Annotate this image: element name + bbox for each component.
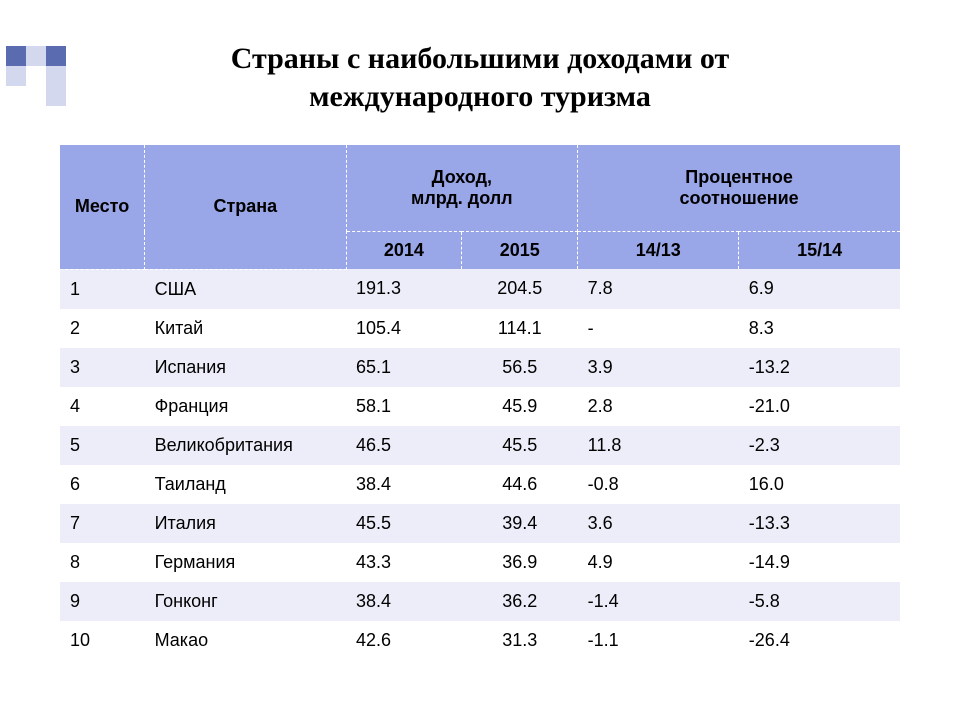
cell-r1: -1.1 (578, 621, 739, 660)
deco-square (46, 86, 66, 106)
cell-r2: -13.2 (739, 348, 900, 387)
cell-y2: 45.9 (462, 387, 578, 426)
deco-square (46, 46, 66, 66)
table-row: 7Италия45.539.43.6-13.3 (60, 504, 900, 543)
th-income: Доход,млрд. долл (346, 145, 578, 232)
cell-r1: 2.8 (578, 387, 739, 426)
cell-rank: 8 (60, 543, 145, 582)
cell-r2: -21.0 (739, 387, 900, 426)
deco-square (6, 66, 26, 86)
th-15-14: 15/14 (739, 232, 900, 270)
th-14-13: 14/13 (578, 232, 739, 270)
cell-r2: -26.4 (739, 621, 900, 660)
cell-y1: 42.6 (346, 621, 462, 660)
cell-r1: 3.6 (578, 504, 739, 543)
cell-r2: -13.3 (739, 504, 900, 543)
table-row: 5Великобритания46.545.511.8-2.3 (60, 426, 900, 465)
cell-country: Германия (145, 543, 346, 582)
cell-rank: 5 (60, 426, 145, 465)
cell-y1: 191.3 (346, 269, 462, 309)
th-rank: Место (60, 145, 145, 269)
cell-rank: 4 (60, 387, 145, 426)
th-ratio: Процентноесоотношение (578, 145, 900, 232)
deco-square (26, 66, 46, 86)
cell-rank: 6 (60, 465, 145, 504)
cell-r1: -0.8 (578, 465, 739, 504)
cell-country: Гонконг (145, 582, 346, 621)
cell-y2: 36.9 (462, 543, 578, 582)
cell-y2: 44.6 (462, 465, 578, 504)
table-row: 9Гонконг38.436.2-1.4-5.8 (60, 582, 900, 621)
cell-y1: 38.4 (346, 582, 462, 621)
cell-rank: 7 (60, 504, 145, 543)
cell-y1: 38.4 (346, 465, 462, 504)
table-header: Место Страна Доход,млрд. долл Процентное… (60, 145, 900, 269)
table-row: 2Китай105.4114.1-8.3 (60, 309, 900, 348)
corner-decoration (6, 46, 146, 102)
cell-rank: 2 (60, 309, 145, 348)
title-line-2: международного туризма (309, 80, 651, 113)
cell-r1: -1.4 (578, 582, 739, 621)
cell-r2: 8.3 (739, 309, 900, 348)
cell-r1: 3.9 (578, 348, 739, 387)
cell-country: Италия (145, 504, 346, 543)
cell-rank: 1 (60, 269, 145, 309)
cell-y2: 31.3 (462, 621, 578, 660)
cell-r1: - (578, 309, 739, 348)
deco-square (6, 46, 26, 66)
cell-y1: 45.5 (346, 504, 462, 543)
cell-rank: 9 (60, 582, 145, 621)
cell-rank: 10 (60, 621, 145, 660)
cell-r1: 7.8 (578, 269, 739, 309)
table-row: 6Таиланд38.444.6-0.816.0 (60, 465, 900, 504)
deco-square (26, 46, 46, 66)
table-row: 8Германия43.336.94.9-14.9 (60, 543, 900, 582)
cell-r2: -14.9 (739, 543, 900, 582)
cell-country: Испания (145, 348, 346, 387)
cell-country: США (145, 269, 346, 309)
cell-y2: 114.1 (462, 309, 578, 348)
page-title: Страны с наибольшими доходами от междуна… (70, 40, 890, 115)
cell-r2: -2.3 (739, 426, 900, 465)
table-row: 4Франция58.145.92.8-21.0 (60, 387, 900, 426)
cell-y2: 45.5 (462, 426, 578, 465)
th-2014: 2014 (346, 232, 462, 270)
cell-y2: 36.2 (462, 582, 578, 621)
cell-r1: 4.9 (578, 543, 739, 582)
cell-r2: 16.0 (739, 465, 900, 504)
cell-r2: 6.9 (739, 269, 900, 309)
cell-y1: 105.4 (346, 309, 462, 348)
cell-rank: 3 (60, 348, 145, 387)
cell-r1: 11.8 (578, 426, 739, 465)
table-row: 3Испания65.156.53.9-13.2 (60, 348, 900, 387)
cell-y2: 39.4 (462, 504, 578, 543)
table-row: 1США191.3204.57.86.9 (60, 269, 900, 309)
cell-y1: 58.1 (346, 387, 462, 426)
cell-country: Великобритания (145, 426, 346, 465)
cell-country: Франция (145, 387, 346, 426)
cell-country: Таиланд (145, 465, 346, 504)
cell-y2: 204.5 (462, 269, 578, 309)
tourism-income-table: Место Страна Доход,млрд. долл Процентное… (60, 145, 900, 660)
title-line-1: Страны с наибольшими доходами от (231, 42, 730, 75)
cell-country: Макао (145, 621, 346, 660)
th-2015: 2015 (462, 232, 578, 270)
table-body: 1США191.3204.57.86.92Китай105.4114.1-8.3… (60, 269, 900, 660)
cell-r2: -5.8 (739, 582, 900, 621)
cell-y1: 65.1 (346, 348, 462, 387)
table-container: Место Страна Доход,млрд. долл Процентное… (60, 145, 900, 660)
deco-square (46, 66, 66, 86)
th-country: Страна (145, 145, 346, 269)
table-row: 10Макао42.631.3-1.1-26.4 (60, 621, 900, 660)
cell-y1: 43.3 (346, 543, 462, 582)
cell-y1: 46.5 (346, 426, 462, 465)
cell-country: Китай (145, 309, 346, 348)
cell-y2: 56.5 (462, 348, 578, 387)
